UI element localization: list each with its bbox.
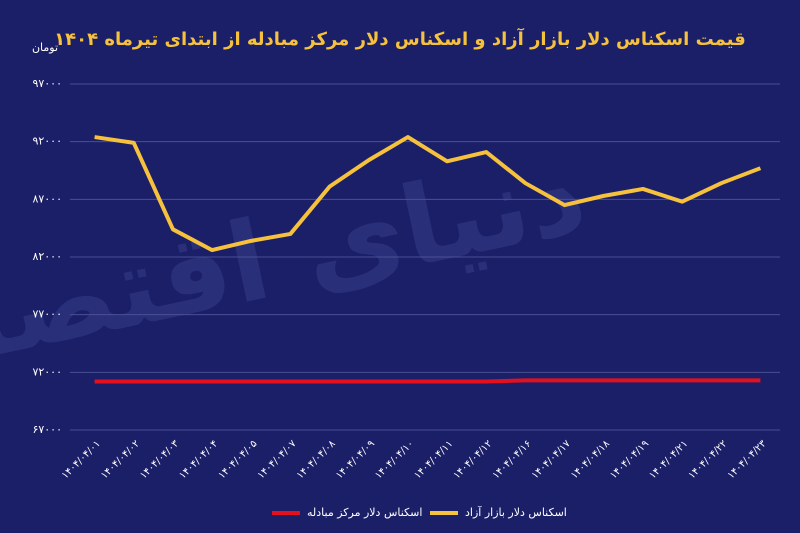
x-tick-label: ۱۴۰۴/۰۴/۱۸ <box>569 438 612 481</box>
y-tick-label: ۹۲۰۰۰ <box>32 135 62 148</box>
y-axis-label: تومان <box>32 41 58 54</box>
x-tick-label: ۱۴۰۴/۰۴/۲۱ <box>647 438 690 481</box>
x-tick-label: ۱۴۰۴/۰۴/۲۳ <box>726 438 769 481</box>
x-tick-label: ۱۴۰۴/۰۴/۱۰ <box>373 438 416 481</box>
x-tick-label: ۱۴۰۴/۰۴/۰۲ <box>99 438 142 481</box>
y-tick-label: ۸۷۰۰۰ <box>32 192 62 205</box>
y-tick-label: ۹۷۰۰۰ <box>32 77 62 90</box>
legend-label: اسکناس دلار بازار آزاد <box>465 505 567 519</box>
y-tick-label: ۸۲۰۰۰ <box>32 250 62 263</box>
x-tick-label: ۱۴۰۴/۰۴/۱۶ <box>491 438 534 481</box>
x-tick-label: ۱۴۰۴/۰۴/۲۲ <box>687 438 730 481</box>
x-tick-label: ۱۴۰۴/۰۴/۰۱ <box>60 438 103 481</box>
series-line <box>94 378 761 384</box>
y-tick-label: ۷۲۰۰۰ <box>32 365 62 378</box>
y-tick-label: ۷۷۰۰۰ <box>32 308 62 321</box>
x-tick-label: ۱۴۰۴/۰۴/۱۹ <box>608 438 651 481</box>
y-tick-label: ۶۷۰۰۰ <box>32 423 62 436</box>
chart-title: قیمت اسکناس دلار بازار آزاد و اسکناس دلا… <box>54 27 746 50</box>
x-tick-label: ۱۴۰۴/۰۴/۰۷ <box>256 438 299 481</box>
x-tick-label: ۱۴۰۴/۰۴/۰۵ <box>217 438 260 481</box>
x-tick-label: ۱۴۰۴/۰۴/۱۱ <box>412 438 455 481</box>
legend-label: اسکناس دلار مرکز مبادله <box>307 506 422 519</box>
x-tick-label: ۱۴۰۴/۰۴/۰۴ <box>177 438 220 481</box>
x-tick-label: ۱۴۰۴/۰۴/۱۲ <box>452 438 495 481</box>
x-tick-label: ۱۴۰۴/۰۴/۰۹ <box>334 438 377 481</box>
x-tick-label: ۱۴۰۴/۰۴/۱۷ <box>530 438 573 481</box>
x-tick-label: ۱۴۰۴/۰۴/۰۳ <box>138 438 181 481</box>
x-tick-label: ۱۴۰۴/۰۴/۰۸ <box>295 438 338 481</box>
series-line <box>94 135 762 253</box>
